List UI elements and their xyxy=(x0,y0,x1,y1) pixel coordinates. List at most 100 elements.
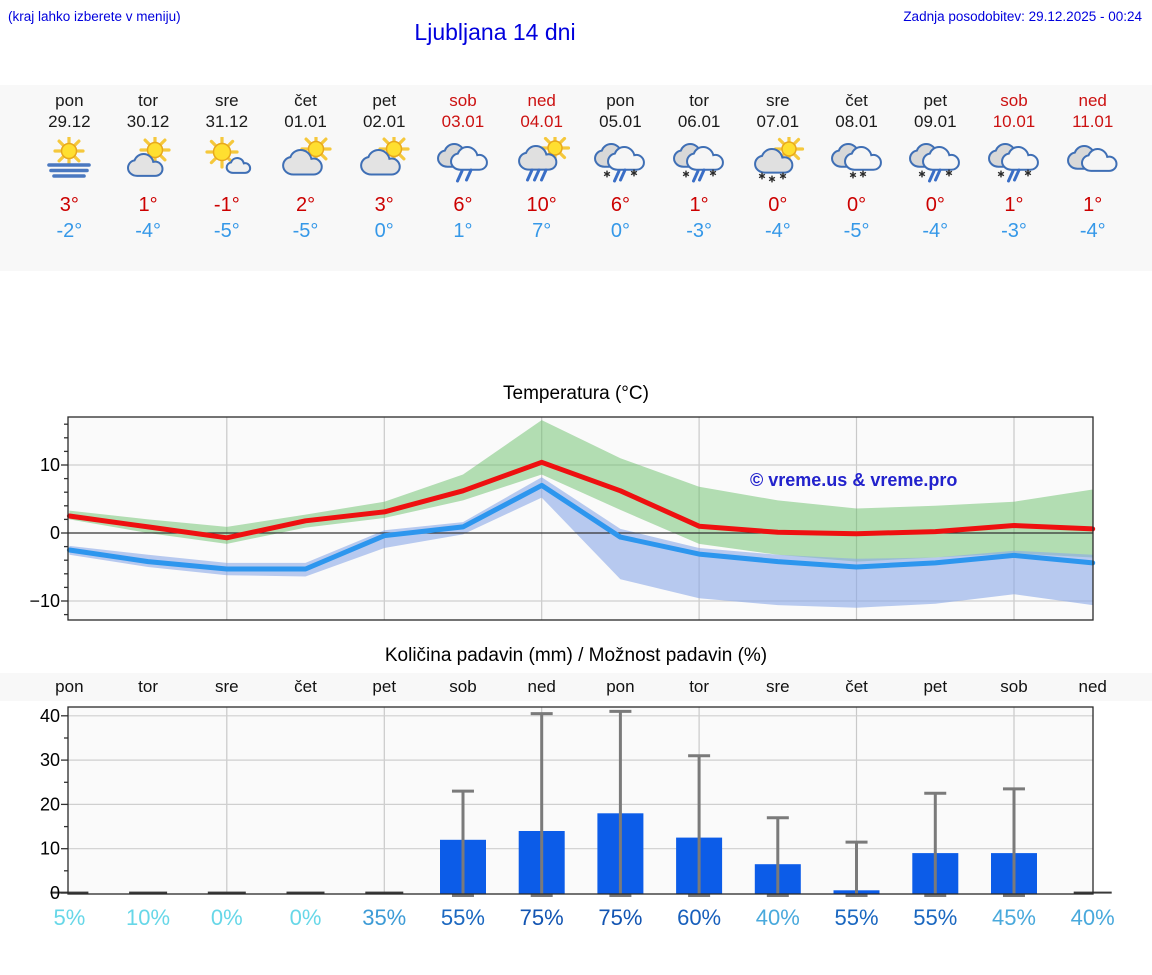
temp-min: -4° xyxy=(764,220,791,242)
chart-day-label: pon xyxy=(55,677,84,696)
temp-max: 3° xyxy=(374,194,394,216)
chart-day-label: sre xyxy=(214,677,239,696)
forecast-day-column: čet 08.01 0° -5° xyxy=(817,85,896,271)
temp-max: 6° xyxy=(610,194,630,216)
forecast-day-column: sre 07.01 0° -4° xyxy=(738,85,817,271)
temp-min: 0° xyxy=(610,220,630,242)
day-name: tor xyxy=(689,91,710,110)
day-date: 31.12 xyxy=(205,112,249,131)
forecast-day-column: sob 03.01 6° 1° xyxy=(424,85,503,271)
day-name: sob xyxy=(449,91,477,110)
day-name: sre xyxy=(766,91,790,110)
temp-min: 7° xyxy=(532,220,552,242)
chart-day-label: ned xyxy=(1078,677,1107,696)
forecast-day-column: čet 01.01 2° -5° xyxy=(266,85,345,271)
chart-day-label: čet xyxy=(294,677,317,696)
precipitation-chart-svg: 0 10 20 30 40 xyxy=(40,706,1112,903)
forecast-day-column: ned 04.01 10° 7° xyxy=(502,85,581,271)
precipitation-chart: 0 10 20 30 40 xyxy=(0,703,1152,903)
forecast-day-column: ned 11.01 1° -4° xyxy=(1053,85,1132,271)
temp-max: 3° xyxy=(59,194,79,216)
temp-max: 0° xyxy=(846,194,867,216)
temp-y-tick-label: 10 xyxy=(40,455,60,475)
day-name: pet xyxy=(372,91,397,110)
chart-day-label: pet xyxy=(372,677,397,696)
day-date: 02.01 xyxy=(362,112,406,131)
precip-probability: 75% xyxy=(598,905,643,930)
precip-probability: 0% xyxy=(289,905,322,930)
forecast-day-column: pon 29.12 3° -2° xyxy=(30,85,109,271)
forecast-day-column: sob 10.01 1° -3° xyxy=(975,85,1054,271)
day-date: 29.12 xyxy=(48,112,91,131)
snow-icon xyxy=(829,137,885,183)
day-date: 08.01 xyxy=(835,112,878,131)
temp-min: -4° xyxy=(135,220,161,242)
partly-cloudy-2-icon xyxy=(278,133,334,183)
last-updated-label: Zadnja posodobitev: 29.12.2025 - 00:24 xyxy=(903,9,1142,24)
sun-heavy-rain-icon xyxy=(514,132,570,183)
partly-cloudy-2-icon xyxy=(356,133,412,183)
precip-probability: 10% xyxy=(126,905,171,930)
temperature-chart: 10 0 −10 © vreme.us & vreme.pro xyxy=(0,415,1152,625)
temp-max: -1° xyxy=(213,194,240,216)
precip-probability: 55% xyxy=(834,905,879,930)
sleet-icon xyxy=(986,137,1042,183)
temp-min: -4° xyxy=(1079,220,1106,242)
day-name: čet xyxy=(845,91,868,110)
forecast-day-column: tor 06.01 1° -3° xyxy=(660,85,739,271)
mostly-sunny-icon xyxy=(199,135,255,183)
temp-y-tick-label: −10 xyxy=(29,591,60,611)
temperature-chart-title: Temperatura (°C) xyxy=(503,383,649,404)
precip-chart-title: Količina padavin (mm) / Možnost padavin … xyxy=(384,645,768,666)
day-date: 30.12 xyxy=(126,112,170,131)
chart-day-label: pet xyxy=(923,677,948,696)
day-date: 05.01 xyxy=(599,112,642,131)
precip-probability: 40% xyxy=(755,905,800,930)
day-name: tor xyxy=(138,91,158,110)
temp-y-tick-label: 0 xyxy=(50,523,60,543)
day-date: 10.01 xyxy=(992,112,1036,131)
temperature-chart-svg: 10 0 −10 © vreme.us & vreme.pro xyxy=(29,416,1096,621)
precip-probability: 5% xyxy=(53,905,86,930)
day-date: 07.01 xyxy=(756,112,800,131)
precip-day-labels-row: pon tor sre čet pet sob ned pon tor sre čet pet sob n… xyxy=(0,673,1152,701)
partly-cloudy-icon xyxy=(120,134,176,183)
temp-min: -5° xyxy=(292,220,319,242)
temp-max: 1° xyxy=(138,194,158,216)
precip-y-tick-label: 30 xyxy=(40,750,60,770)
chart-day-label: sob xyxy=(449,677,477,696)
temp-min: -5° xyxy=(843,220,870,242)
temp-max: 1° xyxy=(1004,194,1024,216)
temp-max: 0° xyxy=(768,194,788,216)
forecast-day-column: pet 09.01 0° -4° xyxy=(896,85,975,271)
day-date: 04.01 xyxy=(520,112,563,131)
temp-min: 0° xyxy=(374,220,394,242)
temp-max: 1° xyxy=(1083,194,1103,216)
temp-max: 6° xyxy=(453,194,473,216)
day-date: 11.01 xyxy=(1072,112,1114,131)
forecast-day-column: tor 30.12 1° -4° xyxy=(109,85,188,271)
day-date: 01.01 xyxy=(284,112,327,131)
day-name: pet xyxy=(923,91,948,110)
chart-day-label: sre xyxy=(766,677,790,696)
temp-max: 1° xyxy=(689,194,709,216)
day-name: pon xyxy=(606,91,635,110)
rain-icon xyxy=(435,137,491,183)
day-name: čet xyxy=(294,91,317,110)
precip-probability: 35% xyxy=(362,905,407,930)
sleet-icon xyxy=(592,137,648,183)
precip-y-tick-label: 10 xyxy=(40,839,60,859)
cloudy-icon xyxy=(1065,137,1121,183)
precip-probability-row: 5% 10% 0% 0% 35% 55% 75% 75% 60% 40% 55% 55% 45% 40% xyxy=(0,903,1152,933)
temp-min: -2° xyxy=(56,220,83,242)
temp-min: -4° xyxy=(922,220,949,242)
forecast-day-column: pon 05.01 6° 0° xyxy=(581,85,660,271)
day-date: 03.01 xyxy=(441,112,485,131)
chart-day-label: tor xyxy=(689,677,710,696)
sun-snow-icon xyxy=(750,133,806,183)
chart-day-label: sob xyxy=(1000,677,1028,696)
precip-probability: 40% xyxy=(1070,905,1115,930)
location-menu-hint[interactable]: (kraj lahko izberete v meniju) xyxy=(8,9,181,24)
chart-day-label: čet xyxy=(845,677,868,696)
